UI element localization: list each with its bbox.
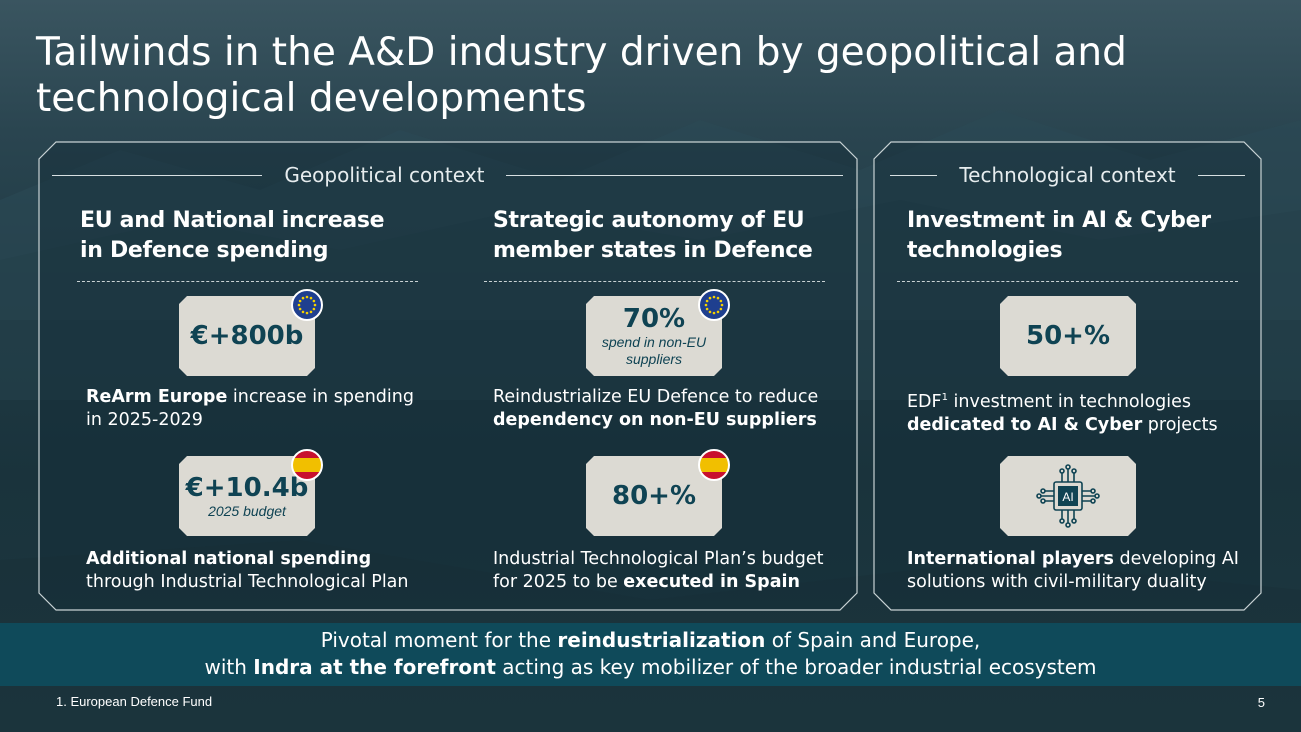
dotted-divider bbox=[897, 281, 1238, 282]
eu-flag-icon bbox=[291, 289, 323, 321]
banner-text: acting as key mobilizer of the broader i… bbox=[495, 655, 1097, 679]
desc-text: solutions with civil-military duality bbox=[907, 572, 1207, 592]
geopolitical-section-header: Geopolitical context bbox=[52, 160, 843, 190]
dotted-divider bbox=[77, 281, 418, 282]
reindustrialize-description: Reindustrialize EU Defence to reduce dep… bbox=[493, 386, 818, 432]
footnote-marker: 1 bbox=[941, 392, 948, 403]
national-budget-card: €+10.4b 2025 budget bbox=[179, 456, 315, 536]
stat-value: 50+% bbox=[1025, 321, 1111, 351]
divider-line bbox=[506, 174, 843, 176]
title-line: in Defence spending bbox=[80, 238, 329, 263]
desc-text: increase in spending bbox=[227, 387, 414, 407]
desc-text: developing AI bbox=[1113, 549, 1239, 569]
geopolitical-section-label: Geopolitical context bbox=[284, 163, 485, 187]
stat-value: 80+% bbox=[611, 481, 697, 511]
banner-text: Pivotal moment for the bbox=[320, 628, 558, 652]
ai-cyber-column-title: Investment in AI & Cyber technologies bbox=[907, 206, 1211, 266]
title-line: Strategic autonomy of EU bbox=[493, 208, 805, 233]
desc-bold: ReArm Europe bbox=[86, 387, 228, 407]
footnote: 1. European Defence Fund bbox=[56, 694, 213, 709]
spain-flag-icon bbox=[698, 449, 730, 481]
desc-text: through Industrial Technological Plan bbox=[86, 572, 409, 592]
stat-subtitle: suppliers bbox=[625, 351, 683, 367]
technological-section-header: Technological context bbox=[890, 160, 1245, 190]
stat-value: 70% bbox=[622, 304, 686, 334]
national-spending-description: Additional national spending through Ind… bbox=[86, 548, 409, 594]
dotted-divider bbox=[484, 281, 825, 282]
edf-investment-card: 50+% bbox=[1000, 296, 1136, 376]
ai-chip-label: AI bbox=[1062, 490, 1073, 504]
ai-chip-card: AI bbox=[1000, 456, 1136, 536]
desc-text: Reindustrialize EU Defence to reduce bbox=[493, 387, 819, 407]
banner-text: of Spain and Europe, bbox=[765, 628, 981, 652]
conclusion-banner: Pivotal moment for the reindustrializati… bbox=[0, 623, 1301, 686]
desc-text: projects bbox=[1142, 414, 1218, 435]
stat-subtitle: 2025 budget bbox=[208, 502, 286, 519]
banner-bold: reindustrialization bbox=[557, 628, 766, 652]
banner-text: with bbox=[204, 655, 254, 679]
ai-chip-icon: AI bbox=[1032, 461, 1104, 531]
desc-text: Industrial Technological Plan’s budget bbox=[493, 549, 824, 569]
desc-bold: International players bbox=[907, 549, 1114, 569]
eu-flag-icon bbox=[698, 289, 730, 321]
desc-bold: Additional national spending bbox=[86, 549, 372, 569]
desc-text: for 2025 to be bbox=[493, 572, 624, 592]
divider-line bbox=[890, 174, 938, 176]
title-line: technologies bbox=[907, 238, 1063, 263]
desc-text: EDF bbox=[907, 391, 942, 412]
title-line: Investment in AI & Cyber bbox=[907, 208, 1211, 233]
title-line: EU and National increase bbox=[80, 208, 385, 233]
desc-bold: executed in Spain bbox=[623, 572, 800, 592]
desc-text: investment in technologies bbox=[947, 391, 1192, 412]
stat-subtitle: spend in non-EU bbox=[601, 334, 707, 350]
edf-description: EDF1 investment in technologies dedicate… bbox=[907, 386, 1218, 437]
rearm-europe-description: ReArm Europe increase in spending in 202… bbox=[86, 386, 414, 432]
spain-flag-icon bbox=[291, 449, 323, 481]
divider-line bbox=[52, 174, 263, 176]
banner-bold: Indra at the forefront bbox=[253, 655, 496, 679]
spending-column-title: EU and National increase in Defence spen… bbox=[80, 206, 385, 266]
divider-line bbox=[1197, 174, 1245, 176]
page-title: Tailwinds in the A&D industry driven by … bbox=[36, 30, 1127, 121]
desc-bold: dedicated to AI & Cyber bbox=[907, 414, 1143, 435]
technological-section-label: Technological context bbox=[959, 163, 1176, 187]
desc-text: in 2025-2029 bbox=[86, 410, 203, 430]
page-number: 5 bbox=[1257, 695, 1265, 710]
stat-value: €+800b bbox=[190, 321, 304, 351]
desc-bold: dependency on non-EU suppliers bbox=[493, 410, 817, 430]
autonomy-column-title: Strategic autonomy of EU member states i… bbox=[493, 206, 813, 266]
stat-value: €+10.4b bbox=[185, 472, 309, 503]
ai-players-description: International players developing AI solu… bbox=[907, 548, 1239, 594]
industrial-plan-description: Industrial Technological Plan’s budget f… bbox=[493, 548, 823, 594]
title-line: member states in Defence bbox=[493, 238, 813, 263]
